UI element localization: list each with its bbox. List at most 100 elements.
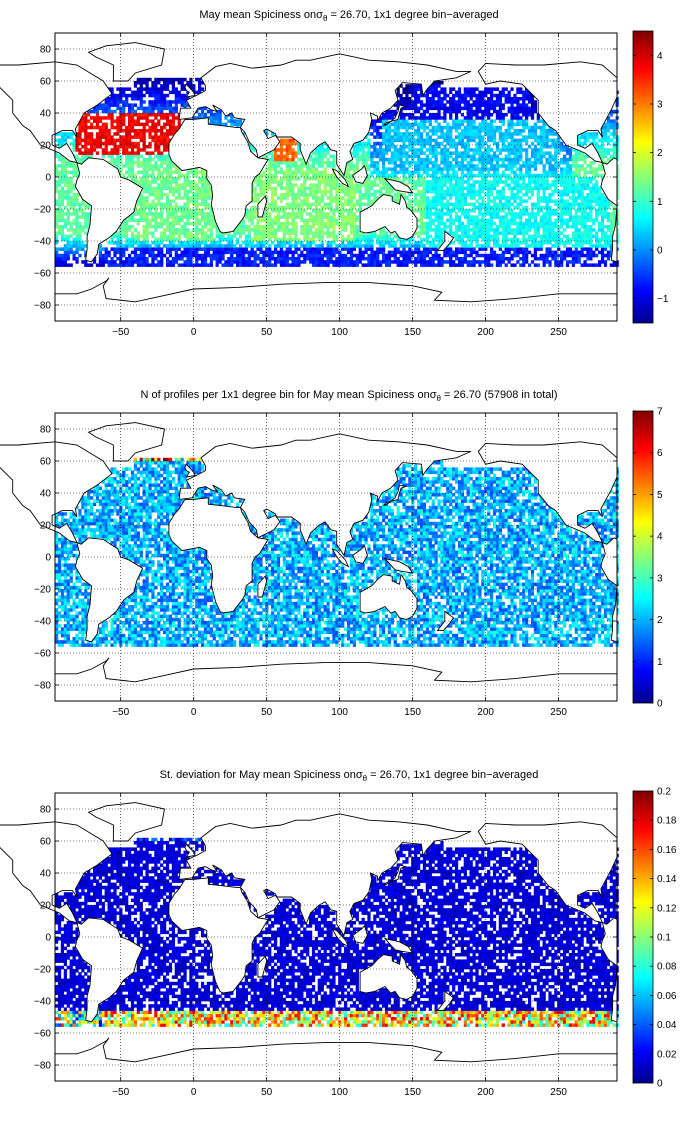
heatmap-cell bbox=[227, 260, 230, 264]
heatmap-cell bbox=[362, 151, 365, 155]
heatmap-cell bbox=[470, 139, 473, 143]
heatmap-cell bbox=[388, 135, 391, 139]
heatmap-cell bbox=[166, 161, 169, 165]
heatmap-cell bbox=[423, 167, 426, 171]
heatmap-cell bbox=[148, 94, 151, 98]
heatmap-cell bbox=[73, 164, 76, 168]
heatmap-cell bbox=[356, 161, 359, 165]
heatmap-cell bbox=[440, 193, 443, 197]
heatmap-cell bbox=[481, 164, 484, 168]
heatmap-cell bbox=[493, 155, 496, 159]
heatmap-cell bbox=[277, 257, 280, 261]
heatmap-cell bbox=[283, 260, 286, 264]
heatmap-cell bbox=[397, 196, 400, 200]
heatmap-cell bbox=[347, 251, 350, 255]
heatmap-cell bbox=[259, 257, 262, 261]
heatmap-cell bbox=[510, 212, 513, 216]
heatmap-cell bbox=[64, 164, 67, 168]
heatmap-cell bbox=[437, 129, 440, 133]
heatmap-cell bbox=[271, 196, 274, 200]
heatmap-cell bbox=[262, 171, 265, 175]
heatmap-cell bbox=[297, 263, 300, 267]
heatmap-cell bbox=[189, 190, 192, 194]
heatmap-cell bbox=[303, 199, 306, 203]
heatmap-cell bbox=[204, 231, 207, 235]
heatmap-cell bbox=[487, 228, 490, 232]
heatmap-cell bbox=[175, 196, 178, 200]
heatmap-cell bbox=[157, 158, 160, 162]
heatmap-cell bbox=[382, 247, 385, 251]
heatmap-cell bbox=[394, 139, 397, 143]
heatmap-cell bbox=[286, 241, 289, 245]
heatmap-cell bbox=[169, 209, 172, 213]
heatmap-cell bbox=[475, 132, 478, 136]
heatmap-cell bbox=[122, 119, 125, 123]
heatmap-cell bbox=[423, 158, 426, 162]
heatmap-cell bbox=[160, 203, 163, 207]
heatmap-cell bbox=[315, 251, 318, 255]
heatmap-cell bbox=[481, 135, 484, 139]
heatmap-cell bbox=[108, 254, 111, 257]
heatmap-cell bbox=[496, 183, 499, 187]
heatmap-cell bbox=[505, 139, 508, 143]
heatmap-cell bbox=[157, 103, 160, 107]
heatmap-cell bbox=[318, 180, 321, 184]
heatmap-cell bbox=[248, 209, 251, 213]
heatmap-cell bbox=[204, 180, 207, 184]
heatmap-cell bbox=[303, 254, 306, 257]
heatmap-cell bbox=[303, 209, 306, 213]
heatmap-cell bbox=[324, 260, 327, 264]
heatmap-cell bbox=[175, 228, 178, 232]
heatmap-cell bbox=[402, 164, 405, 168]
heatmap-cell bbox=[277, 251, 280, 255]
heatmap-cell bbox=[505, 251, 508, 255]
heatmap-cell bbox=[484, 148, 487, 152]
heatmap-cell bbox=[510, 119, 513, 123]
heatmap-cell bbox=[116, 107, 119, 111]
heatmap-cell bbox=[385, 129, 388, 133]
heatmap-cell bbox=[496, 126, 499, 130]
heatmap-cell bbox=[96, 145, 99, 149]
heatmap-cell bbox=[493, 254, 496, 257]
heatmap-cell bbox=[172, 177, 175, 181]
heatmap-cell bbox=[432, 183, 435, 187]
heatmap-cell bbox=[172, 100, 175, 104]
heatmap-cell bbox=[236, 123, 239, 127]
heatmap-cell bbox=[116, 257, 119, 261]
heatmap-cell bbox=[201, 235, 204, 239]
heatmap-cell bbox=[113, 145, 116, 149]
heatmap-cell bbox=[426, 132, 429, 136]
heatmap-cell bbox=[309, 219, 312, 223]
heatmap-cell bbox=[116, 161, 119, 165]
heatmap-cell bbox=[143, 158, 146, 162]
heatmap-cell bbox=[481, 219, 484, 223]
heatmap-cell bbox=[437, 94, 440, 98]
heatmap-cell bbox=[435, 171, 438, 175]
heatmap-cell bbox=[470, 132, 473, 136]
heatmap-cell bbox=[487, 126, 490, 130]
heatmap-cell bbox=[385, 135, 388, 139]
heatmap-cell bbox=[67, 183, 70, 187]
heatmap-cell bbox=[189, 263, 192, 267]
heatmap-cell bbox=[274, 257, 277, 261]
heatmap-cell bbox=[306, 167, 309, 171]
heatmap-cell bbox=[259, 219, 262, 223]
heatmap-cell bbox=[93, 148, 96, 152]
heatmap-cell bbox=[116, 238, 119, 242]
heatmap-cell bbox=[160, 241, 163, 245]
heatmap-cell bbox=[449, 155, 452, 159]
heatmap-cell bbox=[146, 244, 149, 248]
heatmap-cell bbox=[505, 94, 508, 98]
heatmap-cell bbox=[510, 196, 513, 200]
heatmap-cell bbox=[490, 139, 493, 143]
heatmap-cell bbox=[73, 212, 76, 216]
heatmap-cell bbox=[289, 180, 292, 184]
heatmap-cell bbox=[327, 212, 330, 216]
heatmap-cell bbox=[432, 244, 435, 248]
heatmap-cell bbox=[99, 254, 102, 257]
heatmap-cell bbox=[84, 116, 87, 120]
heatmap-cell bbox=[312, 215, 315, 219]
heatmap-cell bbox=[388, 145, 391, 149]
heatmap-cell bbox=[75, 251, 78, 255]
heatmap-cell bbox=[344, 263, 347, 267]
